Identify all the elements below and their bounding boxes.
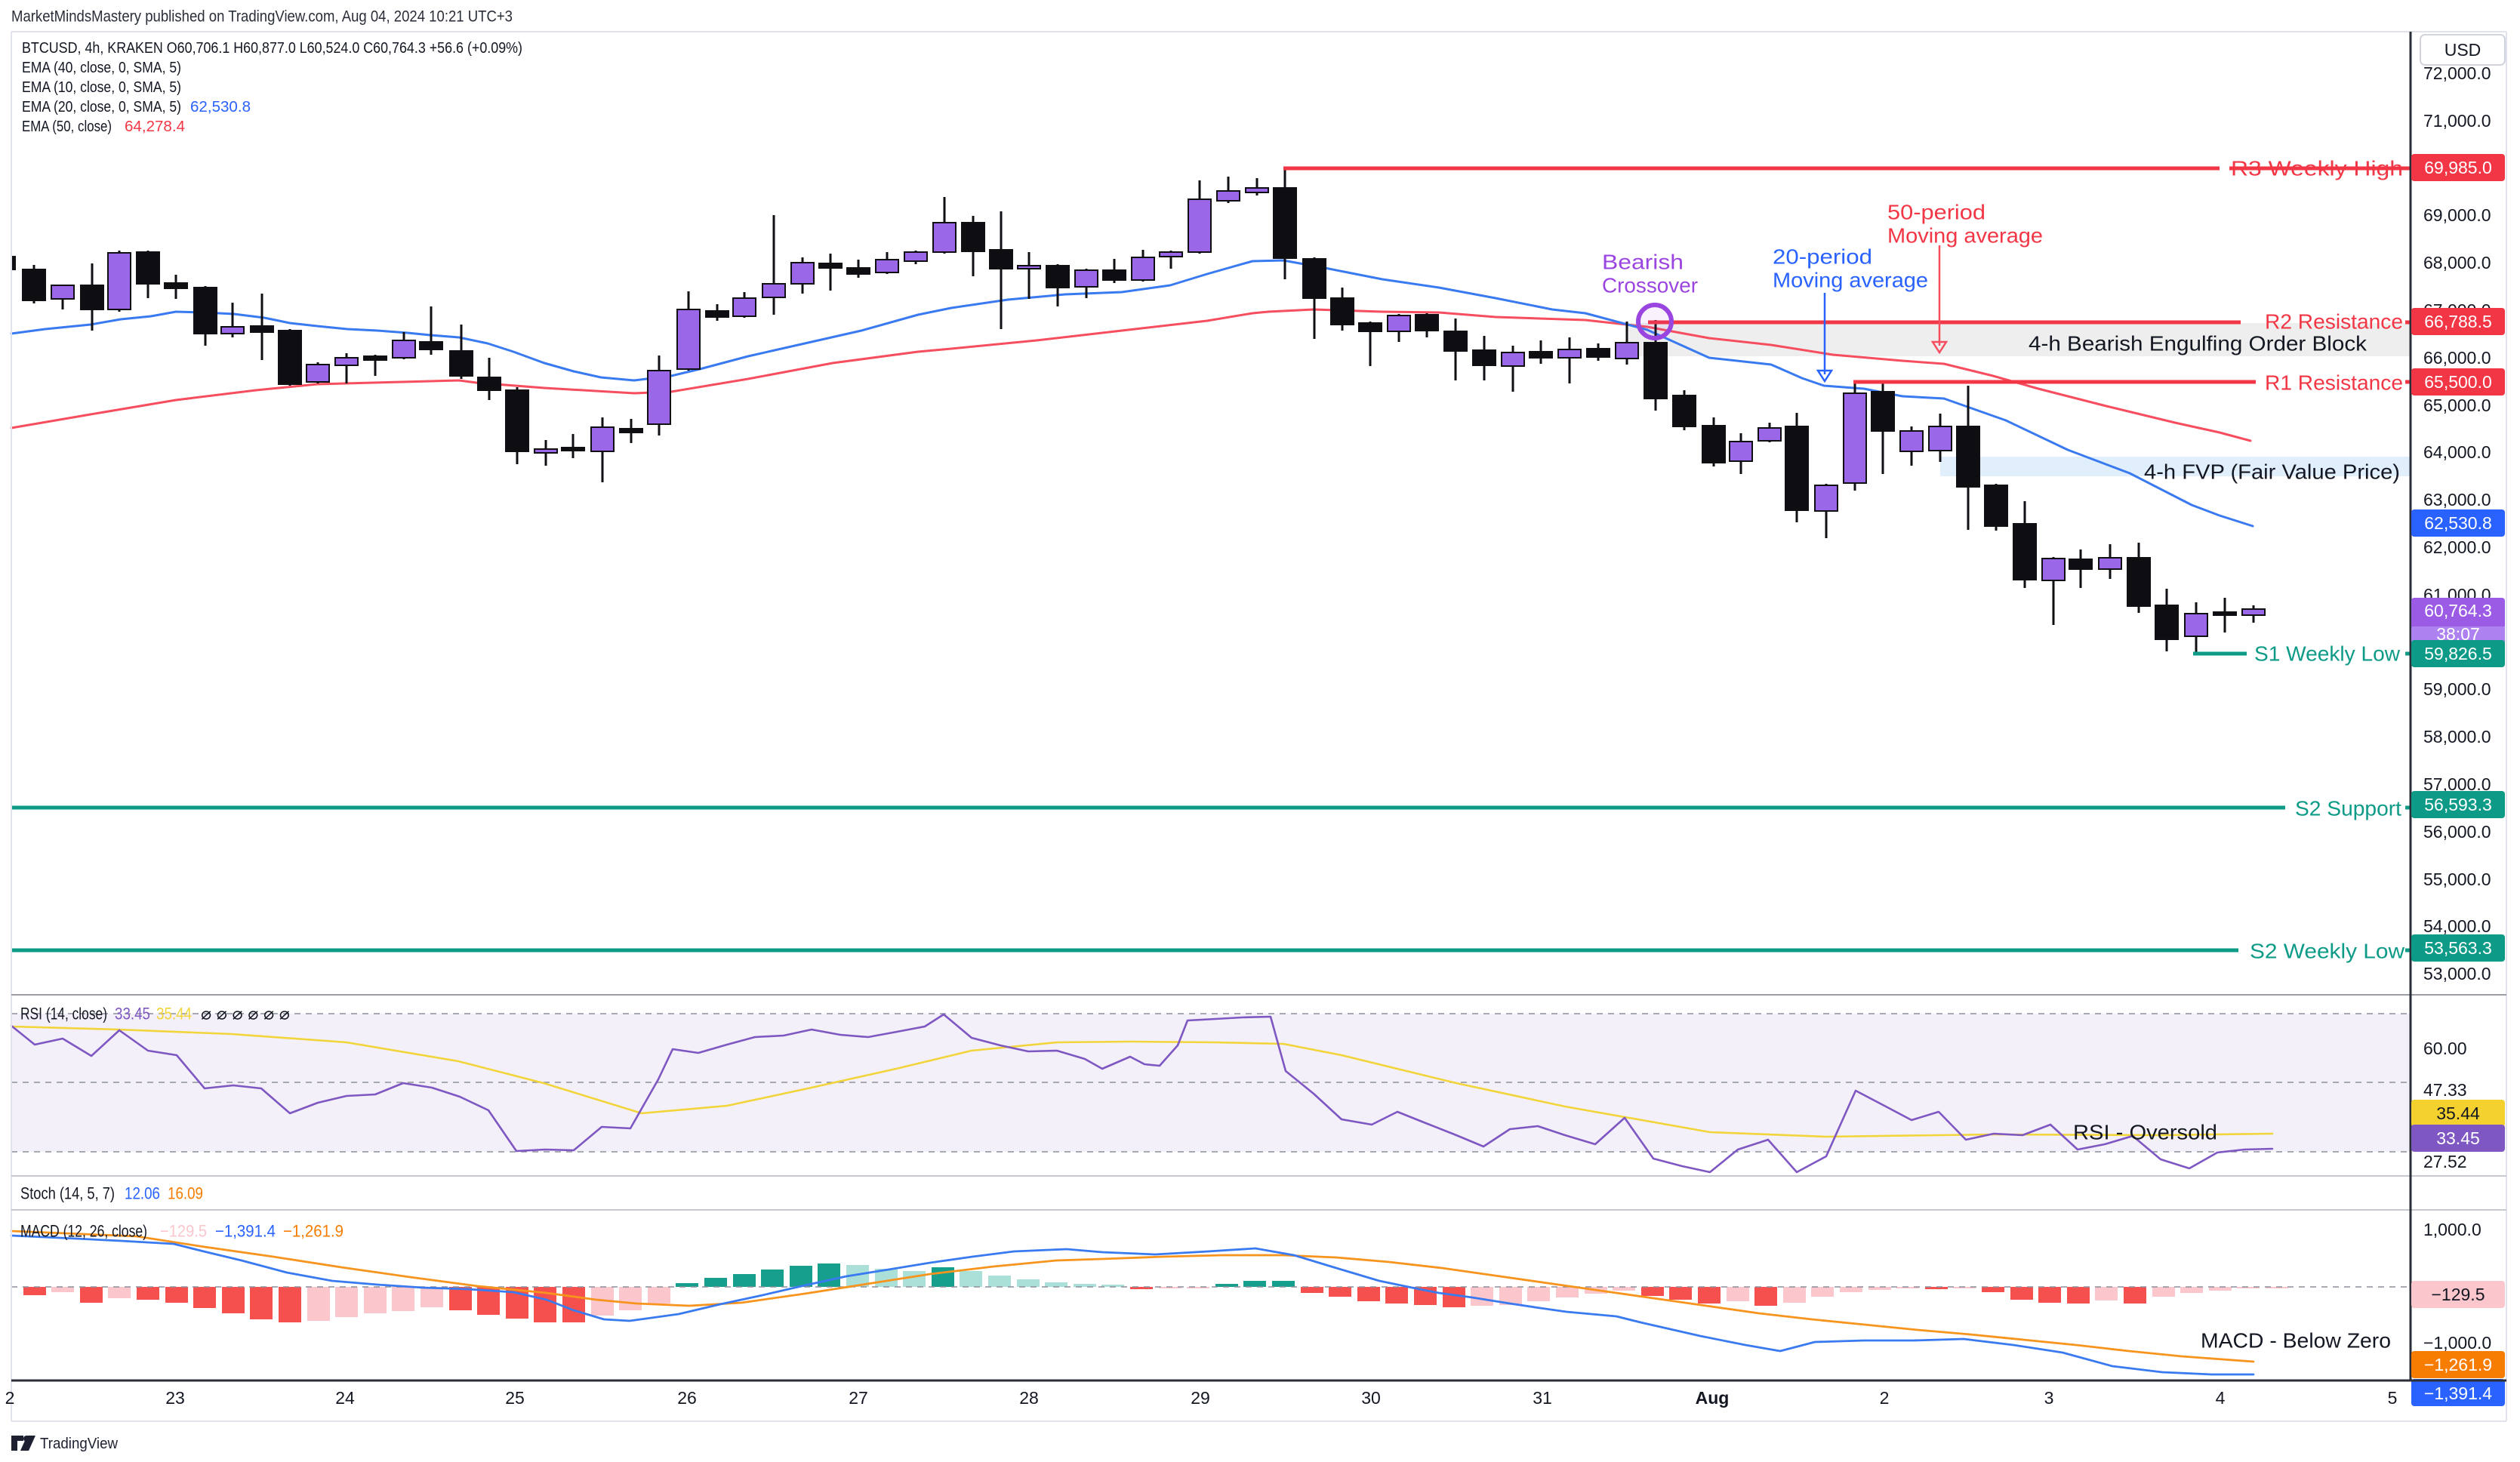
svg-text:Aug: Aug [1696, 1388, 1730, 1408]
svg-text:2: 2 [5, 1388, 15, 1408]
svg-text:−1,000.0: −1,000.0 [2423, 1333, 2491, 1353]
svg-text:68,000.0: 68,000.0 [2423, 253, 2491, 272]
svg-text:31: 31 [1533, 1388, 1552, 1408]
svg-text:EMA (50, close): EMA (50, close) [22, 118, 112, 135]
svg-text:66,788.5: 66,788.5 [2424, 312, 2492, 331]
svg-text:65,000.0: 65,000.0 [2423, 396, 2491, 415]
svg-text:64,278.4: 64,278.4 [125, 118, 185, 135]
svg-text:16.09: 16.09 [168, 1184, 203, 1203]
svg-text:MarketMindsMastery published o: MarketMindsMastery published on TradingV… [11, 8, 513, 26]
svg-text:EMA (40, close, 0, SMA, 5): EMA (40, close, 0, SMA, 5) [22, 60, 181, 76]
svg-text:56,000.0: 56,000.0 [2423, 822, 2491, 842]
svg-text:28: 28 [1019, 1388, 1039, 1408]
svg-text:56,593.3: 56,593.3 [2424, 795, 2492, 814]
svg-text:27: 27 [849, 1388, 868, 1408]
svg-text:R3 Weekly High: R3 Weekly High [2231, 157, 2403, 180]
svg-text:1,000.0: 1,000.0 [2423, 1220, 2481, 1239]
svg-text:−129.5: −129.5 [160, 1222, 207, 1241]
svg-text:55,000.0: 55,000.0 [2423, 870, 2491, 889]
svg-text:−1,391.4: −1,391.4 [215, 1222, 276, 1241]
svg-text:−129.5: −129.5 [2432, 1285, 2485, 1304]
svg-text:57,000.0: 57,000.0 [2423, 774, 2491, 794]
svg-text:72,000.0: 72,000.0 [2423, 63, 2491, 83]
svg-text:25: 25 [505, 1388, 525, 1408]
svg-text:S2 Weekly Low: S2 Weekly Low [2250, 940, 2405, 963]
svg-text:33.45: 33.45 [115, 1005, 150, 1023]
svg-text:BTCUSD, 4h, KRAKEN O60,706.1: BTCUSD, 4h, KRAKEN O60,706.1 H60,877.0 L… [22, 40, 522, 57]
svg-text:69,985.0: 69,985.0 [2424, 158, 2492, 177]
svg-text:62,000.0: 62,000.0 [2423, 537, 2491, 557]
svg-text:60,764.3: 60,764.3 [2424, 601, 2492, 620]
svg-text:12.06: 12.06 [125, 1184, 160, 1203]
svg-text:RSI - Oversold: RSI - Oversold [2073, 1121, 2217, 1144]
svg-text:MACD (12, 26, close): MACD (12, 26, close) [20, 1222, 147, 1241]
svg-text:50-period: 50-period [1887, 201, 1986, 224]
svg-text:30: 30 [1361, 1388, 1381, 1408]
svg-text:RSI (14, close): RSI (14, close) [20, 1005, 107, 1023]
svg-text:62,530.8: 62,530.8 [2424, 513, 2492, 533]
svg-text:S2 Support: S2 Support [2295, 797, 2401, 820]
svg-text:60.00: 60.00 [2423, 1039, 2467, 1058]
svg-text:71,000.0: 71,000.0 [2423, 111, 2491, 131]
svg-text:35.44: 35.44 [156, 1005, 192, 1023]
svg-text:59,826.5: 59,826.5 [2424, 644, 2492, 663]
svg-text:MACD - Below Zero: MACD - Below Zero [2201, 1329, 2391, 1353]
svg-text:65,500.0: 65,500.0 [2424, 372, 2492, 392]
svg-text:24: 24 [335, 1388, 355, 1408]
svg-text:R2 Resistance: R2 Resistance [2265, 310, 2403, 334]
svg-text:EMA (10, close, 0, SMA, 5): EMA (10, close, 0, SMA, 5) [22, 79, 181, 96]
svg-text:USD: USD [2445, 40, 2481, 60]
svg-text:Bearish: Bearish [1602, 251, 1684, 274]
svg-text:−1,261.9: −1,261.9 [283, 1222, 343, 1241]
svg-text:R1 Resistance: R1 Resistance [2265, 371, 2403, 395]
svg-text:Moving average: Moving average [1887, 224, 2043, 248]
svg-text:TradingView: TradingView [40, 1436, 119, 1452]
svg-text:66,000.0: 66,000.0 [2423, 348, 2491, 368]
svg-text:29: 29 [1191, 1388, 1210, 1408]
svg-text:EMA (20, close, 0, SMA, 5): EMA (20, close, 0, SMA, 5) [22, 99, 181, 115]
svg-text:5: 5 [2388, 1388, 2398, 1408]
svg-text:Moving average: Moving average [1773, 269, 1928, 292]
svg-text:⌀ ⌀ ⌀ ⌀ ⌀ ⌀: ⌀ ⌀ ⌀ ⌀ ⌀ ⌀ [201, 1005, 290, 1023]
svg-text:4-h Bearish Engulfing Order Bl: 4-h Bearish Engulfing Order Block [2029, 332, 2368, 355]
svg-text:−1,261.9: −1,261.9 [2424, 1355, 2492, 1374]
svg-text:4-h FVP (Fair Value Price): 4-h FVP (Fair Value Price) [2144, 460, 2400, 484]
svg-text:26: 26 [677, 1388, 697, 1408]
svg-text:54,000.0: 54,000.0 [2423, 916, 2491, 936]
svg-text:47.33: 47.33 [2423, 1080, 2467, 1100]
svg-text:2: 2 [1880, 1388, 1890, 1408]
svg-text:27.52: 27.52 [2423, 1152, 2467, 1171]
svg-text:58,000.0: 58,000.0 [2423, 727, 2491, 746]
svg-text:4: 4 [2216, 1388, 2226, 1408]
svg-text:53,000.0: 53,000.0 [2423, 964, 2491, 983]
svg-text:20-period: 20-period [1773, 245, 1872, 269]
svg-text:S1 Weekly Low: S1 Weekly Low [2254, 642, 2401, 666]
svg-text:Stoch (14, 5, 7): Stoch (14, 5, 7) [20, 1184, 115, 1203]
svg-text:3: 3 [2044, 1388, 2054, 1408]
svg-text:69,000.0: 69,000.0 [2423, 205, 2491, 225]
svg-text:33.45: 33.45 [2436, 1128, 2480, 1148]
svg-text:Crossover: Crossover [1602, 274, 1698, 297]
svg-text:63,000.0: 63,000.0 [2423, 490, 2491, 509]
svg-text:−1,391.4: −1,391.4 [2424, 1384, 2492, 1403]
svg-text:62,530.8: 62,530.8 [190, 99, 251, 115]
svg-text:53,563.3: 53,563.3 [2424, 938, 2492, 958]
svg-text:23: 23 [165, 1388, 185, 1408]
svg-text:59,000.0: 59,000.0 [2423, 679, 2491, 699]
svg-text:64,000.0: 64,000.0 [2423, 442, 2491, 462]
svg-text:35.44: 35.44 [2436, 1103, 2480, 1123]
